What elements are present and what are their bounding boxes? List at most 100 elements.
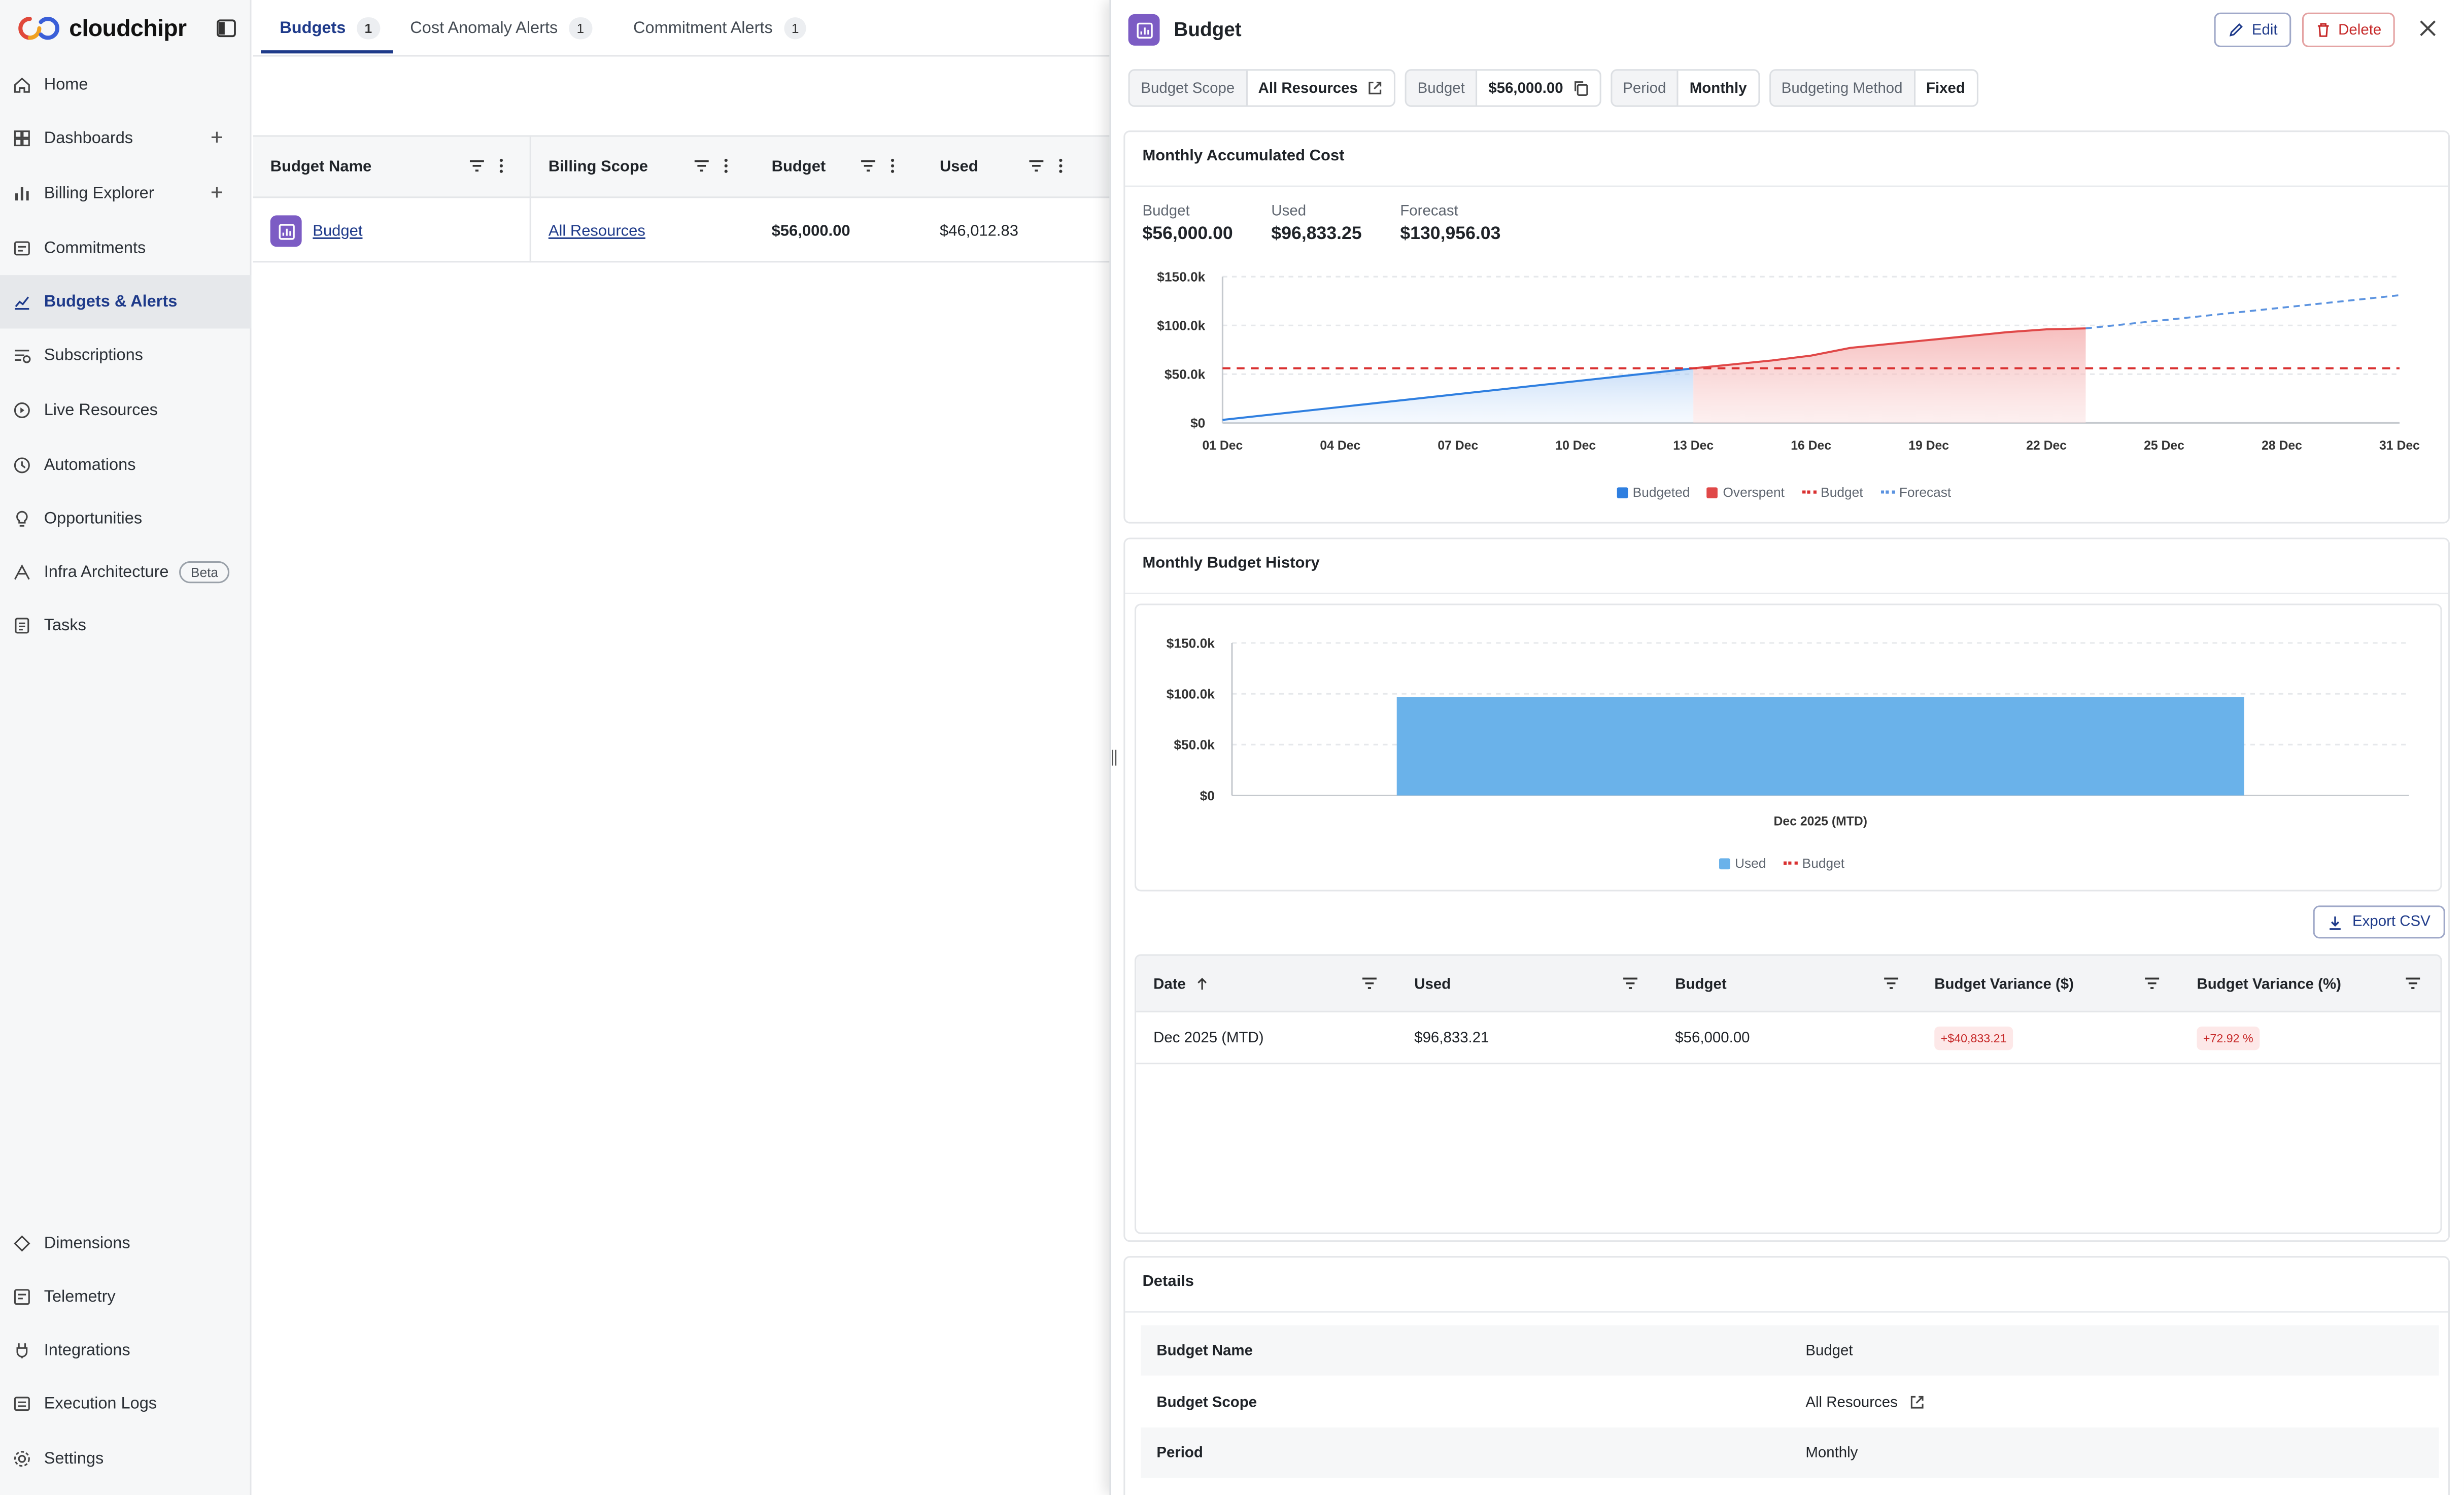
y-tick-label: $150.0k bbox=[1167, 635, 1215, 651]
sidebar-item-label: Live Resources bbox=[44, 400, 158, 420]
card-title: Details bbox=[1142, 1273, 1194, 1291]
filter-icon[interactable] bbox=[693, 157, 710, 175]
copy-icon[interactable] bbox=[1572, 80, 1588, 96]
chip-key: Period bbox=[1612, 71, 1679, 106]
edit-button[interactable]: Edit bbox=[2214, 12, 2292, 47]
legend-budget[interactable]: Budget bbox=[1783, 855, 1844, 871]
more-vertical-icon[interactable] bbox=[723, 157, 729, 175]
filter-icon[interactable] bbox=[2143, 975, 2161, 992]
col-budget[interactable]: Budget bbox=[1675, 975, 1727, 993]
drawer-resize-handle[interactable] bbox=[1109, 749, 1119, 767]
add-icon[interactable]: + bbox=[210, 179, 224, 205]
chip-value: $56,000.00 bbox=[1478, 71, 1599, 105]
external-link-icon[interactable] bbox=[1909, 1395, 1925, 1410]
collapse-sidebar-icon[interactable] bbox=[215, 17, 237, 39]
export-csv-button[interactable]: Export CSV bbox=[2313, 905, 2445, 939]
filter-icon[interactable] bbox=[1028, 157, 1045, 175]
sidebar-item-dashboards[interactable]: Dashboards + bbox=[0, 112, 252, 165]
filter-icon[interactable] bbox=[468, 157, 486, 175]
col-date[interactable]: Date bbox=[1153, 956, 1209, 1012]
close-icon[interactable] bbox=[2418, 19, 2437, 38]
sidebar-item-live-resources[interactable]: Live Resources bbox=[0, 384, 252, 437]
delete-button[interactable]: Delete bbox=[2302, 12, 2396, 47]
legend-used[interactable]: Used bbox=[1719, 855, 1766, 871]
chip-budget-scope: Budget Scope All Resources bbox=[1128, 69, 1396, 107]
sidebar-item-home[interactable]: Home bbox=[0, 58, 252, 112]
col-budget-actions bbox=[860, 157, 896, 175]
filter-icon[interactable] bbox=[1622, 975, 1639, 992]
sidebar-item-settings[interactable]: Settings bbox=[0, 1432, 252, 1485]
legend-budgeted[interactable]: Budgeted bbox=[1617, 484, 1690, 500]
legend-forecast[interactable]: Forecast bbox=[1880, 484, 1951, 500]
used-amount-cell: $46,012.83 bbox=[939, 222, 1018, 240]
filter-icon[interactable] bbox=[1883, 975, 1900, 992]
col-used-actions bbox=[1028, 157, 1064, 175]
accumulated-chart-legend: Budgeted Overspent Budget Forecast bbox=[1617, 484, 1951, 500]
sidebar-item-subscriptions[interactable]: Subscriptions bbox=[0, 328, 252, 382]
more-vertical-icon[interactable] bbox=[498, 157, 504, 175]
column-divider bbox=[529, 135, 531, 263]
external-link-icon[interactable] bbox=[1367, 80, 1383, 96]
forecast-line bbox=[2085, 294, 2400, 329]
x-tick-label: 13 Dec bbox=[1673, 439, 1714, 453]
col-budget[interactable]: Budget bbox=[771, 158, 826, 176]
add-icon[interactable]: + bbox=[210, 124, 224, 150]
col-budget-name[interactable]: Budget Name bbox=[270, 158, 372, 176]
tab-budgets[interactable]: Budgets 1 bbox=[280, 0, 380, 55]
legend-overspent[interactable]: Overspent bbox=[1707, 484, 1785, 500]
tab-label: Cost Anomaly Alerts bbox=[410, 18, 558, 37]
detail-value-text: All Resources bbox=[1805, 1394, 1898, 1411]
sidebar-item-execution-logs[interactable]: Execution Logs bbox=[0, 1377, 252, 1431]
col-variance-abs[interactable]: Budget Variance ($) bbox=[1934, 975, 2074, 993]
sidebar-item-billing-explorer[interactable]: Billing Explorer + bbox=[0, 166, 252, 220]
tab-commitment-alerts[interactable]: Commitment Alerts 1 bbox=[633, 0, 807, 55]
table-row[interactable]: Dec 2025 (MTD) $96,833.21 $56,000.00 +$4… bbox=[1136, 1012, 2441, 1065]
sidebar-item-telemetry[interactable]: Telemetry bbox=[0, 1270, 252, 1323]
sidebar-item-opportunities[interactable]: Opportunities bbox=[0, 492, 252, 546]
col-used[interactable]: Used bbox=[1414, 975, 1451, 993]
sidebar-item-commitments[interactable]: Commitments bbox=[0, 222, 252, 275]
col-billing-scope[interactable]: Billing Scope bbox=[548, 158, 648, 176]
sidebar-item-automations[interactable]: Automations bbox=[0, 438, 252, 492]
col-variance-pct[interactable]: Budget Variance (%) bbox=[2197, 975, 2341, 993]
x-tick-label: Dec 2025 (MTD) bbox=[1774, 814, 1867, 828]
y-tick-label: $0 bbox=[1190, 416, 1205, 431]
detail-key: Budget Scope bbox=[1156, 1394, 1257, 1411]
logo[interactable]: cloudchipr bbox=[16, 14, 187, 43]
legend-label: Budgeted bbox=[1632, 484, 1690, 500]
more-vertical-icon[interactable] bbox=[889, 157, 896, 175]
sidebar-item-label: Automations bbox=[44, 456, 136, 475]
history-chart-legend: Used Budget bbox=[1719, 855, 1844, 871]
legend-budget[interactable]: Budget bbox=[1801, 484, 1863, 500]
filter-icon[interactable] bbox=[1361, 975, 1378, 992]
summary-value: $56,000.00 bbox=[1142, 224, 1233, 244]
x-tick-label: 07 Dec bbox=[1438, 439, 1478, 453]
filter-icon[interactable] bbox=[2404, 975, 2421, 992]
sidebar-item-label: Home bbox=[44, 75, 88, 94]
x-tick-label: 19 Dec bbox=[1908, 439, 1949, 453]
col-used[interactable]: Used bbox=[939, 158, 978, 176]
sort-ascending-icon[interactable] bbox=[1193, 976, 1209, 992]
sidebar-item-budgets-alerts[interactable]: Budgets & Alerts bbox=[0, 275, 252, 329]
y-tick-label: $100.0k bbox=[1157, 318, 1205, 333]
table-row[interactable]: Budget All Resources $56,000.00 $46,012.… bbox=[253, 199, 1110, 263]
sidebar-item-tasks[interactable]: Tasks bbox=[0, 599, 252, 652]
trash-icon bbox=[2317, 23, 2329, 37]
x-tick-label: 04 Dec bbox=[1320, 439, 1360, 453]
tab-label: Commitment Alerts bbox=[633, 18, 773, 37]
sidebar-item-infra-architecture[interactable]: Infra Architecture Beta bbox=[0, 546, 252, 599]
sidebar-item-integrations[interactable]: Integrations bbox=[0, 1323, 252, 1377]
col-label: Date bbox=[1153, 975, 1186, 993]
legend-label: Overspent bbox=[1723, 484, 1785, 500]
budgeted-line bbox=[1222, 367, 1694, 421]
used-cell: $96,833.21 bbox=[1414, 1030, 1489, 1047]
variance-badge: +72.92 % bbox=[2197, 1026, 2260, 1050]
y-tick-label: $0 bbox=[1200, 788, 1215, 803]
sidebar-item-dimensions[interactable]: Dimensions bbox=[0, 1217, 252, 1270]
filter-icon[interactable] bbox=[860, 157, 877, 175]
tab-cost-anomaly-alerts[interactable]: Cost Anomaly Alerts 1 bbox=[410, 0, 592, 55]
billing-scope-link[interactable]: All Resources bbox=[548, 222, 645, 240]
budget-name-link[interactable]: Budget bbox=[313, 222, 363, 240]
more-vertical-icon[interactable] bbox=[1057, 157, 1064, 175]
summary-value: $96,833.25 bbox=[1271, 224, 1362, 244]
